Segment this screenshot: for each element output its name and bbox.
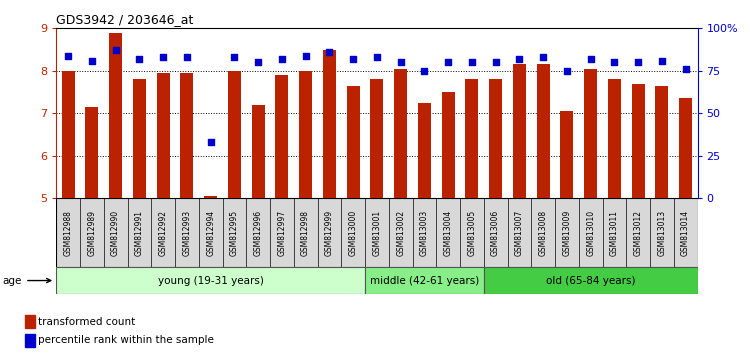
Point — [442, 59, 454, 65]
Point — [276, 56, 288, 62]
Bar — [656, 86, 668, 198]
Point — [110, 47, 122, 53]
Text: GSM813011: GSM813011 — [610, 210, 619, 256]
Bar — [86, 107, 98, 198]
Bar — [228, 71, 241, 198]
Point — [205, 139, 217, 145]
Text: transformed count: transformed count — [38, 316, 136, 327]
Point — [134, 56, 146, 62]
Bar — [346, 86, 360, 198]
Point — [680, 66, 692, 72]
Text: GSM813000: GSM813000 — [349, 210, 358, 256]
Bar — [560, 111, 574, 198]
Text: GSM813003: GSM813003 — [420, 210, 429, 256]
Text: GSM813009: GSM813009 — [562, 210, 572, 256]
Point — [537, 55, 549, 60]
Bar — [442, 92, 454, 198]
Bar — [484, 267, 698, 294]
Bar — [180, 73, 194, 198]
Bar — [109, 33, 122, 198]
Bar — [489, 79, 502, 198]
Bar — [608, 79, 621, 198]
Point — [299, 53, 312, 58]
Text: GSM812996: GSM812996 — [254, 210, 262, 256]
Point — [490, 59, 502, 65]
Point — [394, 59, 406, 65]
Point — [466, 59, 478, 65]
Bar — [56, 267, 365, 294]
Point — [370, 55, 382, 60]
Text: GSM813004: GSM813004 — [444, 210, 452, 256]
Bar — [465, 79, 478, 198]
Text: old (65-84 years): old (65-84 years) — [546, 275, 635, 286]
Text: GSM812994: GSM812994 — [206, 210, 215, 256]
Point — [228, 55, 240, 60]
Text: percentile rank within the sample: percentile rank within the sample — [38, 335, 214, 346]
Bar — [513, 64, 526, 198]
Text: GDS3942 / 203646_at: GDS3942 / 203646_at — [56, 13, 194, 26]
Point — [252, 59, 264, 65]
Bar — [157, 73, 170, 198]
Text: GSM812990: GSM812990 — [111, 210, 120, 256]
Bar — [204, 196, 218, 198]
Bar — [418, 103, 431, 198]
Point — [513, 56, 525, 62]
Bar — [299, 71, 312, 198]
Text: GSM812993: GSM812993 — [182, 210, 191, 256]
Bar — [25, 334, 35, 347]
Point — [419, 68, 430, 74]
Text: GSM812991: GSM812991 — [135, 210, 144, 256]
Bar — [679, 98, 692, 198]
Text: GSM813013: GSM813013 — [657, 210, 666, 256]
Bar — [133, 79, 146, 198]
Bar — [394, 69, 407, 198]
Text: GSM813014: GSM813014 — [681, 210, 690, 256]
Point — [656, 58, 668, 63]
Text: GSM813012: GSM813012 — [634, 210, 643, 256]
Point — [561, 68, 573, 74]
Text: age: age — [3, 275, 51, 286]
Text: GSM813002: GSM813002 — [396, 210, 405, 256]
Point — [608, 59, 620, 65]
Bar — [365, 267, 484, 294]
Text: GSM812995: GSM812995 — [230, 210, 238, 256]
Point — [347, 56, 359, 62]
Bar — [275, 75, 289, 198]
Text: GSM812992: GSM812992 — [159, 210, 168, 256]
Point — [158, 55, 170, 60]
Bar — [632, 84, 645, 198]
Bar — [322, 50, 336, 198]
Point — [86, 58, 98, 63]
Bar — [370, 79, 383, 198]
Text: GSM813010: GSM813010 — [586, 210, 596, 256]
Bar — [584, 69, 597, 198]
Text: GSM813006: GSM813006 — [491, 210, 500, 256]
Text: GSM812997: GSM812997 — [278, 210, 286, 256]
Point — [323, 49, 335, 55]
Bar — [62, 71, 75, 198]
Text: GSM812999: GSM812999 — [325, 210, 334, 256]
Text: GSM812988: GSM812988 — [64, 210, 73, 256]
Point — [632, 59, 644, 65]
Text: GSM813005: GSM813005 — [467, 210, 476, 256]
Text: GSM813001: GSM813001 — [372, 210, 381, 256]
Text: GSM812989: GSM812989 — [87, 210, 96, 256]
Text: GSM813008: GSM813008 — [538, 210, 548, 256]
Bar — [536, 64, 550, 198]
Text: GSM813007: GSM813007 — [514, 210, 523, 256]
Text: GSM812998: GSM812998 — [301, 210, 310, 256]
Text: middle (42-61 years): middle (42-61 years) — [370, 275, 479, 286]
Point — [181, 55, 193, 60]
Bar — [251, 105, 265, 198]
Text: young (19-31 years): young (19-31 years) — [158, 275, 263, 286]
Point — [585, 56, 597, 62]
Point — [62, 53, 74, 58]
Bar — [25, 315, 35, 328]
